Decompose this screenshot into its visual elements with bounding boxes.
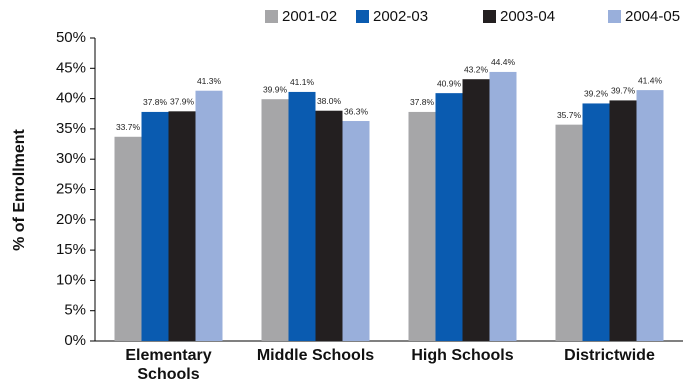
value-label: 39.2% (584, 89, 609, 99)
bar (582, 103, 610, 341)
y-tick-label: 5% (64, 302, 86, 319)
x-tick-label: Districtwide (564, 347, 655, 364)
y-tick-label: 15% (56, 241, 86, 258)
y-tick-label: 40% (56, 90, 86, 107)
value-label: 41.3% (197, 76, 222, 86)
value-label: 40.9% (437, 78, 462, 88)
value-label: 44.4% (491, 57, 516, 67)
bar (141, 111, 169, 341)
bar (435, 93, 463, 342)
value-label: 37.9% (170, 97, 195, 107)
legend-label: 2001-02 (282, 8, 337, 25)
y-axis-label: % of Enrollment (11, 128, 28, 250)
legend-label: 2004-05 (625, 8, 680, 25)
legend-swatch (483, 10, 496, 23)
legend-label: 2002-03 (373, 8, 428, 25)
value-label: 41.4% (638, 75, 663, 85)
y-tick-label: 10% (56, 271, 86, 288)
bar (342, 121, 370, 341)
bar (489, 71, 517, 341)
y-tick-label: 30% (56, 150, 86, 167)
value-label: 37.8% (410, 97, 435, 107)
bar (609, 100, 637, 341)
value-label: 38.0% (317, 96, 342, 106)
bar (636, 90, 664, 341)
value-label: 41.1% (290, 77, 315, 87)
y-tick-label: 50% (56, 29, 86, 46)
bar (195, 90, 223, 341)
bar (288, 91, 316, 342)
legend-swatch (265, 10, 278, 23)
value-label: 39.9% (263, 84, 288, 94)
y-tick-label: 20% (56, 211, 86, 228)
bar (315, 110, 343, 341)
x-tick-label: Elementary Schools (125, 347, 212, 383)
bar (462, 79, 490, 341)
bar (168, 111, 196, 342)
y-tick-label: 25% (56, 180, 86, 197)
value-label: 37.8% (143, 97, 168, 107)
bar (408, 111, 436, 341)
x-tick-label: Middle Schools (256, 347, 375, 364)
x-tick-label: High Schools (411, 347, 514, 364)
value-label: 36.3% (344, 106, 369, 116)
bar (555, 124, 583, 342)
bar (261, 99, 289, 342)
y-tick-label: 45% (56, 59, 86, 76)
legend-swatch (356, 10, 369, 23)
value-label: 35.7% (557, 110, 582, 120)
y-tick-label: 0% (64, 332, 86, 349)
value-label: 43.2% (464, 64, 489, 74)
legend-label: 2003-04 (500, 8, 555, 25)
value-label: 39.7% (611, 86, 636, 96)
value-label: 33.7% (116, 122, 141, 132)
legend-swatch (608, 10, 621, 23)
bar (114, 136, 142, 341)
y-tick-label: 35% (56, 120, 86, 137)
